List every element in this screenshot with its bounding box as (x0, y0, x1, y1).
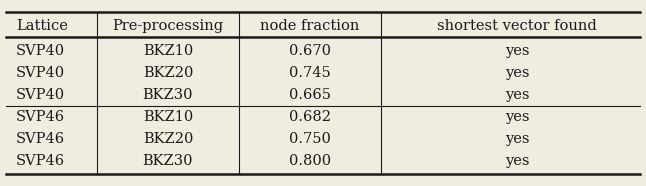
Text: 0.670: 0.670 (289, 44, 331, 58)
Text: SVP46: SVP46 (16, 110, 65, 124)
Text: yes: yes (505, 132, 529, 146)
Text: yes: yes (505, 154, 529, 168)
Text: BKZ10: BKZ10 (143, 44, 193, 58)
Text: BKZ10: BKZ10 (143, 110, 193, 124)
Text: BKZ30: BKZ30 (143, 88, 193, 102)
Text: SVP46: SVP46 (16, 132, 65, 146)
Text: SVP40: SVP40 (16, 88, 65, 102)
Text: BKZ30: BKZ30 (143, 154, 193, 168)
Text: SVP46: SVP46 (16, 154, 65, 168)
Text: 0.745: 0.745 (289, 66, 331, 80)
Text: 0.665: 0.665 (289, 88, 331, 102)
Text: shortest vector found: shortest vector found (437, 19, 597, 33)
Text: Lattice: Lattice (16, 19, 68, 33)
Text: BKZ20: BKZ20 (143, 66, 193, 80)
Text: SVP40: SVP40 (16, 44, 65, 58)
Text: 0.800: 0.800 (289, 154, 331, 168)
Text: 0.682: 0.682 (289, 110, 331, 124)
Text: node fraction: node fraction (260, 19, 360, 33)
Text: Pre-processing: Pre-processing (112, 19, 224, 33)
Text: yes: yes (505, 110, 529, 124)
Text: yes: yes (505, 88, 529, 102)
Text: BKZ20: BKZ20 (143, 132, 193, 146)
Text: yes: yes (505, 44, 529, 58)
Text: yes: yes (505, 66, 529, 80)
Text: 0.750: 0.750 (289, 132, 331, 146)
Text: SVP40: SVP40 (16, 66, 65, 80)
